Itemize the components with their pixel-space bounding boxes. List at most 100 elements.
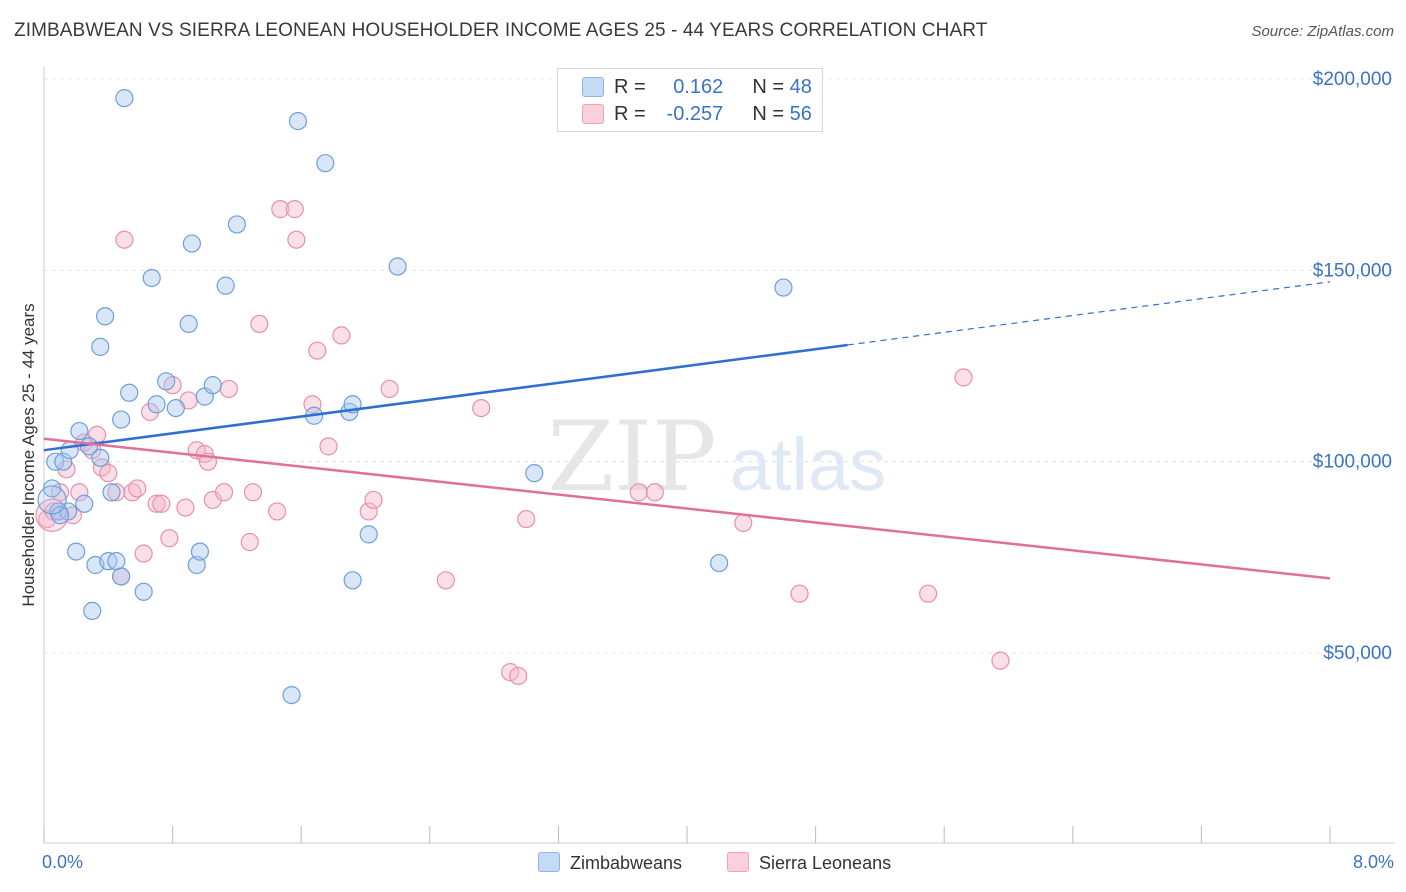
- zimbabwean-point-19: [134, 582, 153, 601]
- zimbabwean-point-18: [120, 383, 139, 402]
- bottom-legend-label-zimbabweans: Zimbabweans: [570, 853, 683, 873]
- sierra-leonean-point-51: [734, 513, 753, 532]
- sierra-leoneans-trend-line: [43, 437, 1331, 580]
- zimbabwean-point-21: [142, 268, 161, 288]
- sierra-leonean-point-33: [267, 502, 287, 521]
- sierra-leonean-point-5: [70, 483, 89, 502]
- zimbabwean-point-36: [316, 154, 335, 173]
- x-tick-max: 8.0%: [1352, 852, 1394, 872]
- zimbabwean-point-22: [147, 395, 166, 414]
- watermark-atlas: atlas: [730, 423, 886, 506]
- watermark-zip: ZIP: [547, 401, 716, 513]
- zimbabwean-point-33: [282, 685, 301, 705]
- trend-lines: [43, 281, 1331, 580]
- zimbabwean-point-47: [102, 483, 121, 502]
- legend-n-label: N =: [752, 76, 785, 98]
- zimbabwean-point-4: [60, 441, 79, 460]
- legend-n-value: 56: [789, 103, 812, 125]
- correlation-legend: R = 0.162 N = 48 R = -0.257 N = 56: [557, 68, 823, 132]
- sierra-leonean-point-35: [285, 200, 304, 219]
- sierra-leonean-point-43: [380, 379, 399, 399]
- series-zimbabweans-points: [37, 89, 793, 705]
- legend-r-label: R =: [614, 103, 646, 125]
- zimbabwean-point-17: [115, 89, 134, 108]
- zimbabwean-point-13: [91, 448, 110, 467]
- zimbabwean-point-26: [182, 234, 201, 253]
- zimbabwean-point-5: [70, 421, 89, 441]
- zimbabwean-point-39: [343, 571, 362, 590]
- zimbabwean-point-24: [166, 398, 185, 418]
- bottom-legend-sierra-leoneans: Sierra Leoneans: [727, 852, 891, 874]
- sierra-leonean-point-55: [991, 651, 1010, 670]
- sierra-leonean-point-20: [160, 529, 179, 548]
- x-tick-min: 0.0%: [42, 852, 84, 872]
- source-label: Source: ZipAtlas.com: [1251, 23, 1394, 40]
- sierra-leonean-point-28: [214, 483, 234, 502]
- zimbabwean-point-16: [112, 410, 131, 429]
- sierra-leonean-point-49: [629, 483, 648, 502]
- bottom-legend-swatch-sierra-leoneans: [727, 852, 749, 872]
- sierra-leonean-point-40: [332, 326, 351, 345]
- legend-r-label: R =: [614, 76, 646, 98]
- zimbabwean-point-30: [203, 376, 222, 395]
- sierra-leonean-point-29: [219, 379, 238, 399]
- zimbabwean-point-40: [359, 525, 378, 544]
- zimbabwean-point-45: [50, 506, 70, 525]
- legend-n-value: 48: [789, 76, 812, 98]
- sierra-leonean-point-41: [359, 502, 378, 521]
- watermark: ZIP atlas: [547, 401, 886, 513]
- y-tick-label-3: $200,000: [1313, 69, 1392, 90]
- sierra-leonean-point-45: [472, 398, 491, 418]
- bottom-legend-label-sierra-leoneans: Sierra Leoneans: [759, 853, 892, 873]
- bottom-legend-zimbabweans: Zimbabweans: [538, 852, 682, 874]
- sierra-leonean-point-38: [308, 341, 327, 360]
- legend-swatch-sierra-leoneans: [582, 104, 604, 124]
- sierra-leonean-point-31: [243, 483, 263, 502]
- zimbabwean-point-31: [216, 276, 235, 295]
- legend-n-label: N =: [752, 103, 785, 125]
- y-tick-label-2: $150,000: [1313, 260, 1392, 281]
- zimbabwean-point-25: [179, 314, 198, 334]
- zimbabwean-point-3: [54, 452, 73, 471]
- sierra-leonean-point-32: [250, 314, 269, 334]
- zimbabwean-point-44: [774, 278, 793, 297]
- sierra-leonean-point-44: [436, 571, 455, 590]
- sierra-leonean-point-13: [115, 230, 134, 249]
- y-tick-label-0: $50,000: [1323, 643, 1392, 664]
- legend-r-value: -0.257: [666, 103, 724, 125]
- zimbabwean-point-15: [95, 307, 115, 326]
- zimbabwean-point-8: [67, 542, 86, 561]
- sierra-leonean-point-19: [152, 494, 171, 513]
- zimbabweans-trend-extension: [847, 281, 1331, 346]
- zimbabwean-point-41: [388, 257, 407, 276]
- zimbabwean-point-27: [187, 555, 206, 575]
- zimbabwean-point-28: [190, 542, 210, 561]
- zimbabwean-point-43: [710, 553, 729, 573]
- zimbabwean-point-14: [91, 337, 110, 356]
- bottom-legend-swatch-zimbabweans: [538, 852, 560, 872]
- axes: [43, 66, 1395, 844]
- sierra-leonean-point-42: [364, 490, 383, 510]
- zimbabwean-point-6: [75, 494, 94, 513]
- sierra-leonean-point-39: [319, 437, 338, 456]
- chart-title: ZIMBABWEAN VS SIERRA LEONEAN HOUSEHOLDER…: [14, 20, 988, 41]
- sierra-leonean-point-37: [303, 395, 322, 414]
- sierra-leonean-point-34: [271, 200, 290, 219]
- y-tick-label-1: $100,000: [1313, 452, 1392, 473]
- legend-r-value: 0.162: [673, 76, 724, 98]
- zimbabwean-point-46: [79, 437, 99, 456]
- zimbabwean-cluster-point: [37, 485, 67, 515]
- sierra-leonean-point-47: [509, 666, 528, 686]
- zimbabwean-point-34: [288, 111, 308, 131]
- zimbabwean-point-12: [83, 601, 102, 621]
- sierra-leonean-point-50: [645, 483, 664, 502]
- sierra-leonean-point-48: [517, 509, 536, 529]
- sierra-leonean-point-18: [147, 494, 166, 513]
- sierra-leonean-point-54: [954, 368, 973, 387]
- y-tick-labels: $50,000 $100,000 $150,000 $200,000: [1313, 69, 1392, 664]
- sierra-leonean-point-16: [134, 544, 153, 563]
- zimbabwean-point-11: [107, 552, 126, 571]
- sierra-leonean-point-15: [128, 479, 147, 498]
- legend-swatch-zimbabweans: [582, 77, 604, 97]
- sierra-leonean-point-11: [107, 483, 126, 502]
